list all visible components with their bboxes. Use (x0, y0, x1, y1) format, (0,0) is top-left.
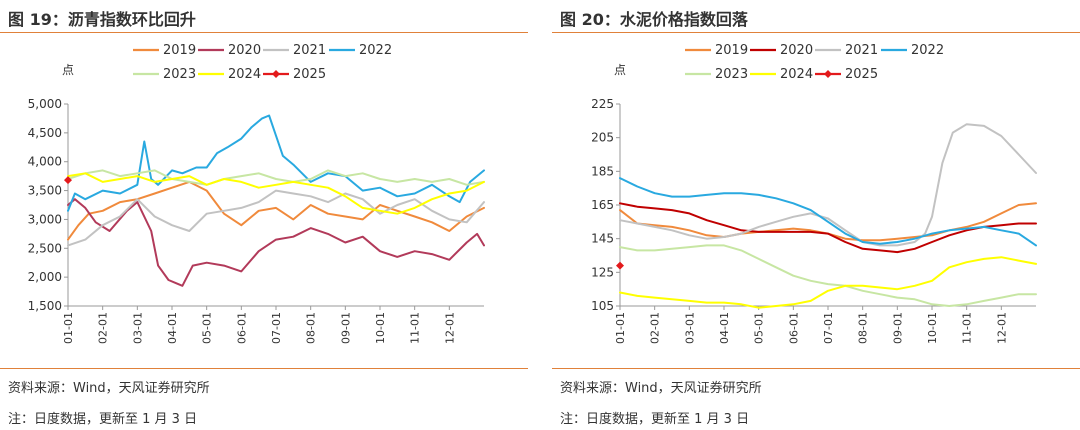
series-line-2021 (619, 123, 1037, 247)
source-text: 资料来源：Wind，天风证券研究所 (560, 381, 762, 396)
y-tick-label: 165 (591, 198, 614, 212)
chart-title: 图 19：沥青指数环比回升 (8, 10, 196, 29)
y-tick-label: 2,000 (28, 270, 62, 284)
x-tick-label: 01-01 (614, 312, 627, 344)
legend-label: 2025 (845, 67, 878, 82)
legend-label: 2023 (163, 67, 196, 82)
x-tick-label: 09-01 (891, 312, 904, 344)
x-tick-label: 07-01 (270, 312, 283, 344)
chart-svg: 点 2019 2020 2021 2022 2023 2024 2025 225 205 185 16… (591, 43, 1037, 344)
legend-label: 2020 (780, 43, 813, 58)
x-tick-label: 05-01 (753, 312, 766, 344)
source-rule (552, 368, 1080, 369)
x-tick-label: 01-01 (62, 312, 75, 344)
x-tick-label: 08-01 (857, 312, 870, 344)
source-text: 资料来源：Wind，天风证券研究所 (8, 381, 210, 396)
y-tick-label: 105 (591, 299, 614, 313)
x-tick-label: 11-01 (961, 312, 974, 344)
series-line-2022 (619, 177, 1037, 247)
chart-panel-left: 图 19：沥青指数环比回升 点 2019 2020 2021 2022 2023 2024 2… (0, 0, 528, 430)
x-tick-label: 02-01 (97, 312, 110, 344)
y-tick-label: 225 (591, 97, 614, 111)
legend-label: 2025 (293, 67, 326, 82)
legend-label: 2024 (780, 67, 813, 82)
series-line-2020 (67, 198, 485, 287)
series-line-2019 (67, 180, 485, 241)
series-line-2021 (67, 189, 485, 247)
y-tick-label: 185 (591, 164, 614, 178)
series-line-2023 (67, 169, 485, 186)
note-text: 注：日度数据，更新至 1 月 3 日 (8, 412, 198, 427)
legend-label: 2019 (163, 43, 196, 58)
series-line-2024 (67, 172, 485, 215)
legend-label: 2021 (293, 43, 326, 58)
x-tick-label: 04-01 (718, 312, 731, 344)
y-tick-label: 3,500 (28, 184, 62, 198)
title-rule (0, 32, 528, 33)
legend-label: 2024 (228, 67, 261, 82)
x-tick-label: 12-01 (995, 312, 1008, 344)
x-tick-label: 10-01 (926, 312, 939, 344)
series-line-2020 (619, 202, 1037, 254)
x-tick-label: 04-01 (166, 312, 179, 344)
x-tick-label: 06-01 (235, 312, 248, 344)
unit-label: 点 (62, 63, 74, 77)
y-tick-label: 205 (591, 131, 614, 145)
x-tick-label: 03-01 (683, 312, 696, 344)
series-line-2024 (619, 256, 1037, 309)
x-tick-label: 06-01 (787, 312, 800, 344)
x-tick-label: 09-01 (339, 312, 352, 344)
unit-label: 点 (614, 63, 626, 77)
y-tick-label: 5,000 (28, 97, 62, 111)
y-tick-label: 3,000 (28, 212, 62, 226)
series-line-2022 (67, 114, 485, 212)
title-rule (552, 32, 1080, 33)
y-tick-label: 1,500 (28, 299, 62, 313)
x-tick-label: 02-01 (649, 312, 662, 344)
chart-svg: 点 2019 2020 2021 2022 2023 2024 2025 5,000 4,500 4… (28, 43, 485, 344)
source-rule (0, 368, 528, 369)
series-line-2023 (619, 244, 1037, 307)
data-point-2025 (64, 176, 72, 185)
legend-marker (272, 70, 280, 78)
x-tick-label: 08-01 (305, 312, 318, 344)
legend-label: 2020 (228, 43, 261, 58)
legend-label: 2023 (715, 67, 748, 82)
x-tick-label: 11-01 (409, 312, 422, 344)
data-point-2025 (616, 261, 624, 270)
note-text: 注：日度数据，更新至 1 月 3 日 (560, 412, 750, 427)
y-tick-label: 125 (591, 265, 614, 279)
x-tick-label: 07-01 (822, 312, 835, 344)
legend-label: 2022 (911, 43, 944, 58)
x-tick-label: 10-01 (374, 312, 387, 344)
legend-label: 2021 (845, 43, 878, 58)
y-tick-label: 4,500 (28, 126, 62, 140)
legend-label: 2022 (359, 43, 392, 58)
chart-title: 图 20：水泥价格指数回落 (560, 10, 748, 29)
y-tick-label: 2,500 (28, 241, 62, 255)
x-tick-label: 12-01 (443, 312, 456, 344)
y-tick-label: 145 (591, 232, 614, 246)
y-tick-label: 4,000 (28, 155, 62, 169)
x-tick-label: 03-01 (131, 312, 144, 344)
legend-label: 2019 (715, 43, 748, 58)
chart-panel-right: 图 20：水泥价格指数回落 点 2019 2020 2021 2022 2023 2024 2… (552, 0, 1080, 430)
x-tick-label: 05-01 (201, 312, 214, 344)
legend-marker (824, 70, 832, 78)
